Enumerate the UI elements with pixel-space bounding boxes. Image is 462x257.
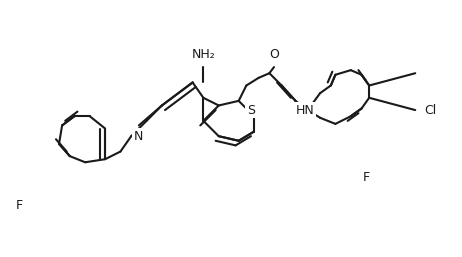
- Text: HN: HN: [295, 104, 314, 117]
- Text: NH₂: NH₂: [191, 48, 215, 61]
- Text: Cl: Cl: [425, 104, 437, 117]
- Text: S: S: [247, 104, 255, 117]
- Text: F: F: [16, 199, 23, 212]
- Text: O: O: [269, 48, 279, 61]
- Text: N: N: [134, 130, 144, 143]
- Text: F: F: [363, 171, 370, 184]
